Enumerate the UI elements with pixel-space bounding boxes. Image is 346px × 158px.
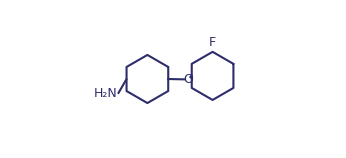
- Text: O: O: [183, 73, 193, 86]
- Text: F: F: [209, 36, 216, 49]
- Text: H₂N: H₂N: [94, 87, 118, 100]
